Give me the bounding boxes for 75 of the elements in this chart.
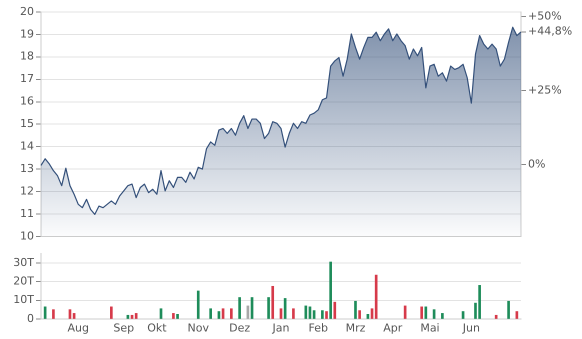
- y2-tick-label: +44,8%: [528, 24, 572, 38]
- bar: [196, 290, 200, 319]
- bar: [325, 311, 328, 319]
- bar: [462, 311, 464, 319]
- y-tick-label: 15: [20, 117, 34, 130]
- bar: [312, 310, 316, 319]
- bar: [126, 314, 130, 319]
- bar: [230, 308, 233, 319]
- bar: [44, 306, 46, 319]
- x-tick-label: Apr: [383, 321, 403, 334]
- x-tick-label: Mai: [420, 321, 440, 334]
- bar: [478, 285, 481, 319]
- y2-tick-label: +50%: [528, 9, 562, 22]
- bar: [516, 311, 518, 319]
- bar: [267, 297, 270, 319]
- bar: [366, 314, 370, 319]
- y-tick-label: 19: [20, 27, 34, 40]
- x-tick-label: Sep: [113, 321, 134, 334]
- x-tick-label: Okt: [147, 321, 168, 334]
- bar: [420, 306, 424, 319]
- bar: [321, 310, 324, 319]
- bar: [404, 306, 406, 319]
- bar: [176, 314, 179, 319]
- bar: [354, 300, 357, 319]
- y-tick-label: 20T: [13, 274, 34, 288]
- bar: [209, 308, 212, 319]
- bar: [284, 298, 286, 319]
- y-tick-label: 17: [20, 72, 34, 86]
- bar: [441, 313, 444, 319]
- bar: [494, 314, 498, 319]
- bar: [304, 306, 308, 319]
- bar: [432, 309, 436, 319]
- bar: [507, 300, 510, 319]
- y-tick-label: 10T: [13, 293, 34, 306]
- bar: [280, 308, 282, 319]
- bar: [308, 306, 312, 319]
- bar: [271, 286, 274, 319]
- bar: [172, 313, 175, 319]
- y-tick-label: 10: [20, 229, 34, 242]
- bar: [110, 306, 113, 319]
- y-tick-label: 14: [20, 140, 34, 152]
- bar: [250, 297, 254, 319]
- x-tick-label: Feb: [308, 321, 328, 334]
- y-tick-label: 11: [20, 206, 34, 220]
- bar: [130, 314, 134, 319]
- x-tick-label: Dez: [229, 321, 250, 334]
- y2-tick-label: 0%: [528, 158, 546, 171]
- y-tick-label: 12: [20, 184, 34, 198]
- bar: [68, 309, 72, 319]
- y2-tick-label: +25%: [528, 83, 562, 96]
- bar: [358, 310, 361, 319]
- bar: [246, 306, 250, 319]
- bar: [238, 297, 241, 319]
- bar: [218, 311, 220, 319]
- y-tick-label: 20: [20, 4, 34, 18]
- bar: [72, 313, 76, 319]
- bar: [424, 306, 428, 319]
- x-tick-label: Jan: [272, 321, 290, 334]
- y-tick-label: 18: [20, 50, 34, 63]
- y-tick-label: 30T: [13, 256, 34, 269]
- bar: [374, 274, 378, 319]
- bar: [333, 302, 336, 319]
- y-tick-label: 0: [27, 312, 34, 325]
- x-tick-label: Jun: [462, 321, 480, 334]
- bar: [160, 308, 162, 319]
- y-tick-label: 13: [20, 162, 34, 175]
- bar: [134, 313, 138, 319]
- bar: [292, 308, 295, 319]
- x-tick-label: Mrz: [346, 321, 366, 334]
- y-tick-label: 16: [20, 94, 34, 108]
- bar: [222, 308, 224, 319]
- x-tick-label: Aug: [68, 321, 89, 334]
- bar: [329, 262, 332, 319]
- bar: [52, 309, 55, 319]
- x-tick-label: Nov: [188, 321, 210, 334]
